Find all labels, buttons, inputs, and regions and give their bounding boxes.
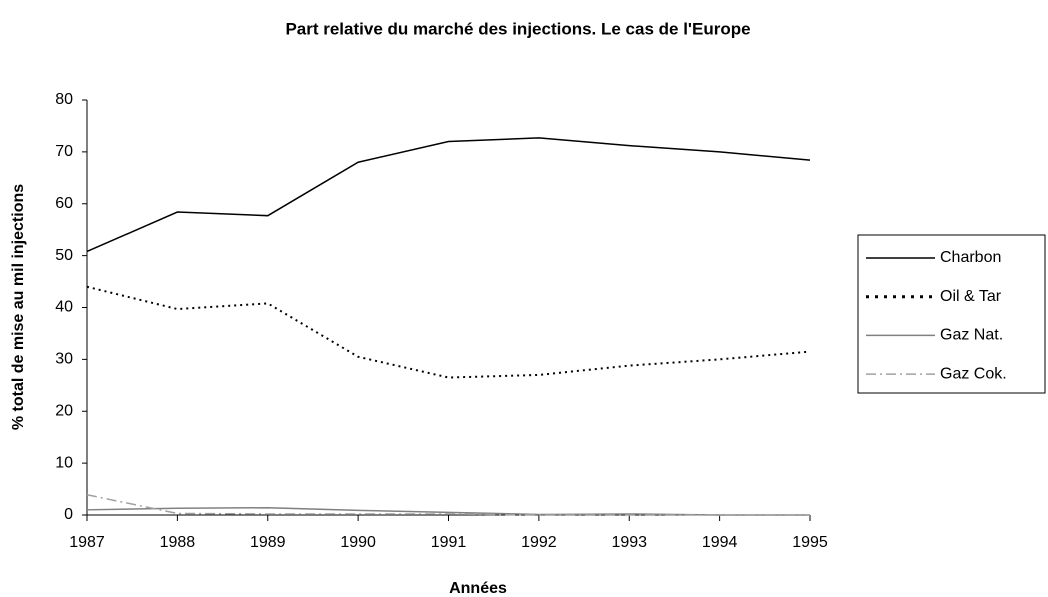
y-tick-label: 20 [55, 402, 73, 419]
x-tick-label: 1992 [521, 534, 557, 551]
x-tick-label: 1993 [611, 534, 647, 551]
legend-label: Oil & Tar [940, 288, 1002, 305]
legend-label: Charbon [940, 249, 1001, 266]
x-tick-label: 1995 [792, 534, 828, 551]
x-tick-label: 1991 [431, 534, 467, 551]
y-tick-label: 70 [55, 143, 73, 160]
chart-title: Part relative du marché des injections. … [285, 19, 750, 38]
series-line [86, 137, 811, 253]
legend-label: Gaz Nat. [940, 327, 1003, 344]
y-tick-label: 50 [55, 247, 73, 264]
legend-label: Gaz Cok. [940, 365, 1007, 382]
y-tick-label: 60 [55, 195, 73, 212]
y-tick-label: 80 [55, 91, 73, 108]
legend-box [857, 234, 1046, 394]
y-tick-label: 40 [55, 299, 73, 316]
x-tick-label: 1990 [340, 534, 376, 551]
x-tick-label: 1987 [69, 534, 105, 551]
y-axis-label: % total de mise au mil injections [10, 184, 27, 430]
series-line [86, 285, 811, 379]
y-tick-label: 10 [55, 454, 73, 471]
x-tick-label: 1988 [160, 534, 196, 551]
x-tick-label: 1989 [250, 534, 286, 551]
y-tick-label: 30 [55, 351, 73, 368]
x-axis-label: Années [449, 580, 507, 597]
series-line [86, 494, 810, 516]
x-tick-label: 1994 [702, 534, 738, 551]
y-tick-label: 0 [64, 506, 73, 523]
